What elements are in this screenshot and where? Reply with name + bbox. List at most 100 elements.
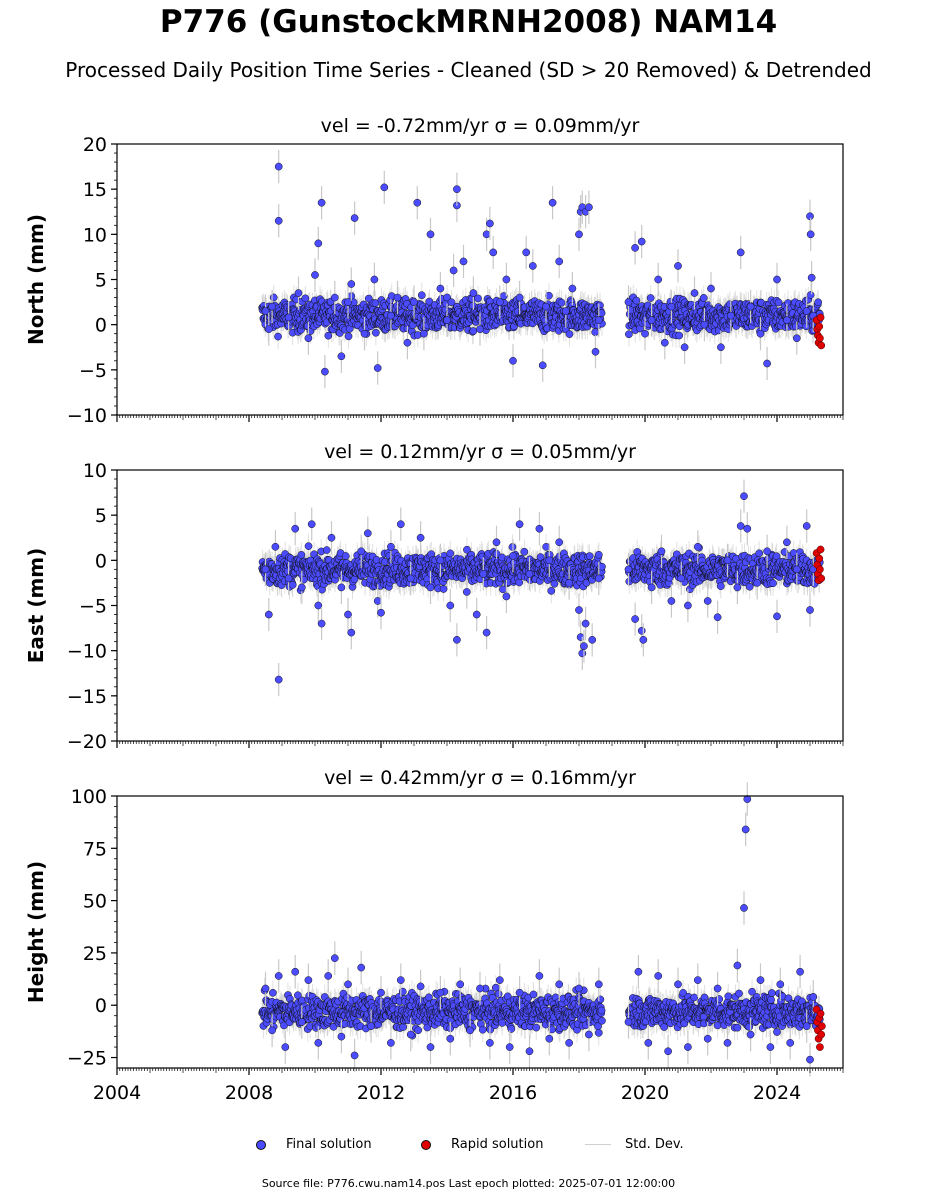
final-point xyxy=(443,293,451,302)
final-point xyxy=(380,183,389,192)
final-point xyxy=(736,248,745,257)
final-point xyxy=(474,294,482,303)
final-point xyxy=(542,302,550,311)
final-point xyxy=(597,309,606,318)
final-point xyxy=(447,298,456,307)
final-point xyxy=(459,257,468,266)
final-point xyxy=(515,293,524,302)
final-point xyxy=(575,230,583,239)
final-point xyxy=(317,198,326,207)
final-point xyxy=(591,347,600,356)
final-point xyxy=(646,294,655,302)
final-point xyxy=(700,320,709,329)
final-point xyxy=(773,275,781,284)
final-point xyxy=(261,307,270,315)
final-point xyxy=(403,338,412,347)
final-point xyxy=(538,361,547,370)
final-point xyxy=(802,307,811,315)
final-point xyxy=(330,293,339,302)
final-point xyxy=(304,542,313,550)
final-point xyxy=(632,296,641,305)
final-point xyxy=(297,551,306,559)
final-point xyxy=(555,257,564,266)
final-point xyxy=(631,244,639,252)
rapid-point xyxy=(815,322,824,331)
final-point xyxy=(347,280,356,288)
final-point xyxy=(370,275,379,284)
final-point xyxy=(545,291,553,300)
y-tick-label: −10 xyxy=(67,405,107,427)
final-point xyxy=(807,273,816,282)
final-point xyxy=(269,293,278,302)
final-point xyxy=(284,313,293,322)
rapid-point xyxy=(816,334,824,343)
figure-subtitle: Processed Daily Position Time Series - C… xyxy=(65,58,872,82)
final-point xyxy=(288,581,297,589)
final-point xyxy=(476,325,484,334)
final-point xyxy=(486,219,494,228)
final-point xyxy=(561,307,570,315)
final-point xyxy=(350,214,359,222)
final-point xyxy=(667,302,676,311)
final-point xyxy=(756,329,765,338)
final-point xyxy=(568,284,577,293)
final-point xyxy=(690,289,699,297)
final-point xyxy=(814,298,823,307)
final-point xyxy=(585,203,593,212)
rapid-point xyxy=(816,313,825,322)
final-point xyxy=(637,237,646,246)
final-point xyxy=(410,298,418,306)
final-point xyxy=(489,248,498,257)
final-point xyxy=(274,216,283,225)
final-point xyxy=(726,311,735,320)
final-point xyxy=(360,329,369,338)
final-point xyxy=(453,185,461,194)
final-point xyxy=(783,316,791,324)
final-point xyxy=(641,329,649,338)
final-point xyxy=(806,212,814,221)
final-point xyxy=(746,302,755,311)
final-point xyxy=(371,299,380,308)
final-point xyxy=(647,316,656,324)
y-tick-label: 0 xyxy=(95,315,107,337)
final-point xyxy=(528,262,537,270)
final-point xyxy=(699,294,708,302)
final-point xyxy=(446,549,455,558)
final-point xyxy=(426,230,435,239)
final-point xyxy=(675,331,684,340)
final-point xyxy=(425,297,434,306)
final-point xyxy=(373,364,382,372)
y-axis-label: North (mm) xyxy=(24,214,48,345)
final-point xyxy=(413,198,422,207)
final-point xyxy=(594,316,603,324)
final-point xyxy=(381,558,389,566)
final-point xyxy=(495,298,504,306)
final-point xyxy=(341,552,350,560)
final-point xyxy=(763,359,771,368)
y-tick-label: −5 xyxy=(79,360,107,382)
y-tick-label: 5 xyxy=(95,270,107,292)
final-point xyxy=(624,298,633,306)
final-point xyxy=(565,330,574,338)
final-point xyxy=(792,334,801,343)
final-point xyxy=(707,284,715,293)
final-point xyxy=(439,585,448,593)
final-point xyxy=(322,546,331,554)
final-point xyxy=(393,293,402,302)
final-point xyxy=(654,275,663,284)
final-point xyxy=(509,356,517,365)
final-point xyxy=(311,271,319,279)
final-point xyxy=(482,230,491,239)
final-point xyxy=(304,334,313,343)
panel-velocity-title: vel = -0.72mm/yr σ = 0.09mm/yr xyxy=(321,115,640,137)
final-point xyxy=(264,325,273,334)
final-point xyxy=(314,239,323,248)
final-point xyxy=(806,230,815,239)
y-tick-label: 10 xyxy=(83,224,107,246)
final-point xyxy=(591,328,600,337)
final-point xyxy=(680,343,689,352)
final-point xyxy=(522,248,531,257)
final-point xyxy=(387,311,395,320)
final-point xyxy=(324,331,333,340)
figure-title: P776 (GunstockMRNH2008) NAM14 xyxy=(159,4,778,40)
